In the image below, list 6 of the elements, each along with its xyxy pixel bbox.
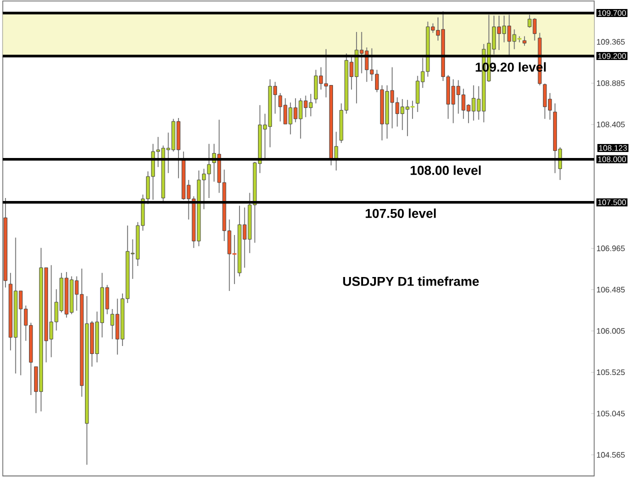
candlestick [232, 234, 238, 285]
annotation: USDJPY D1 timeframe [343, 276, 479, 286]
ref-line-label: 108.00 level [410, 166, 481, 175]
candlestick [522, 36, 526, 46]
candlestick [410, 100, 416, 120]
ref-line-label: 107.50 level [366, 208, 436, 218]
